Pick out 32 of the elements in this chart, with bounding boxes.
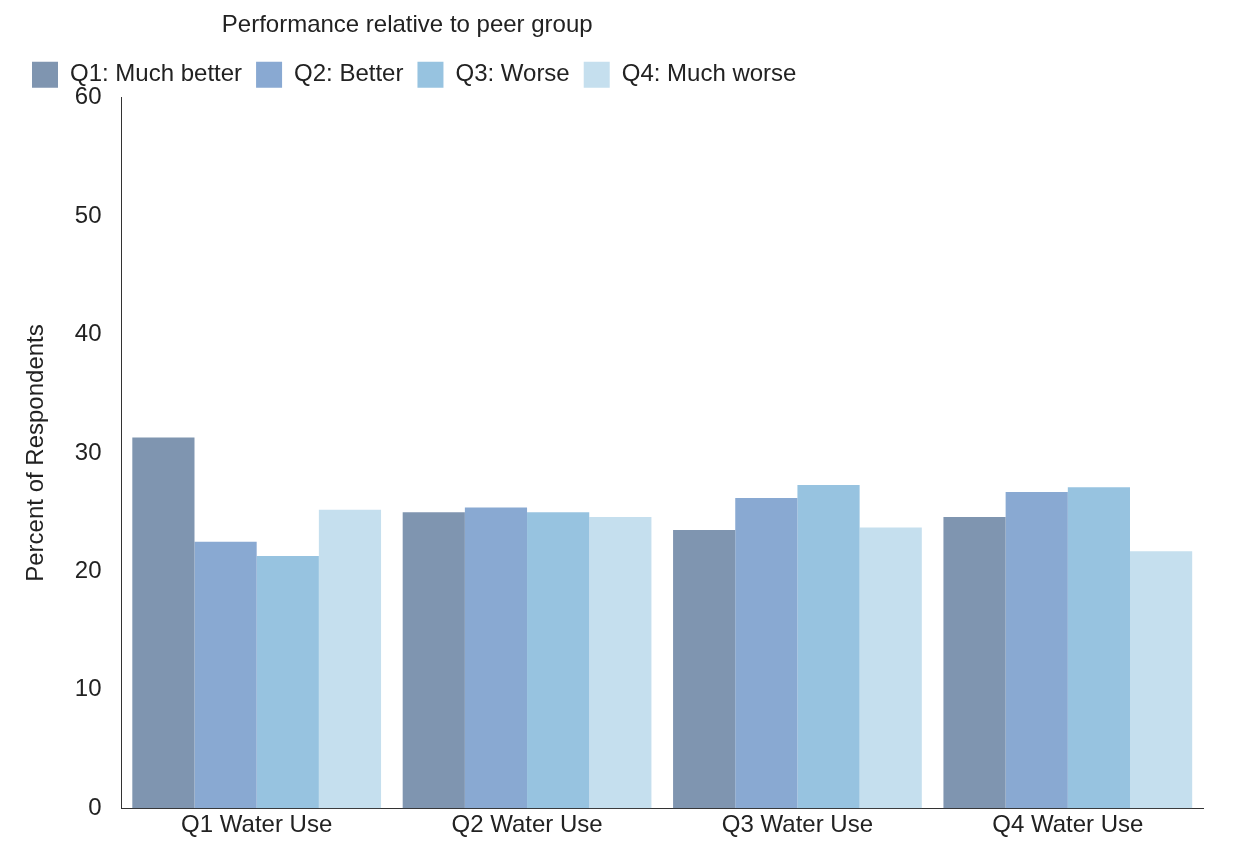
x-tick-label: Q4 Water Use [992, 810, 1144, 838]
legend-label: Q2: Better [294, 59, 404, 87]
bar [1130, 551, 1193, 809]
bar [943, 516, 1006, 809]
bar [132, 437, 195, 809]
legend-label: Q4: Much worse [621, 59, 797, 87]
bar [318, 509, 382, 809]
bar [673, 529, 736, 809]
x-tick-label: Q1 Water Use [181, 810, 333, 838]
y-tick-label: 50 [74, 200, 102, 228]
y-tick-label: 0 [88, 792, 102, 820]
bar [735, 497, 798, 809]
bar [1067, 487, 1130, 809]
bar [1005, 492, 1068, 809]
bar [797, 484, 860, 809]
bar [402, 512, 465, 809]
x-tick-label: Q2 Water Use [451, 810, 603, 838]
y-tick-label: 20 [74, 556, 102, 584]
y-tick-label: 30 [74, 437, 102, 465]
legend-title: Performance relative to peer group [221, 9, 593, 37]
legend-label: Q3: Worse [455, 59, 570, 87]
bar [464, 507, 528, 809]
y-tick-label: 10 [74, 674, 102, 702]
y-tick-label: 40 [74, 319, 102, 347]
bar [194, 541, 257, 809]
bar [589, 516, 652, 809]
legend-label: Q1: Much better [70, 59, 243, 87]
x-tick-label: Q3 Water Use [721, 810, 874, 838]
bar [859, 527, 922, 809]
bar [527, 512, 590, 809]
y-axis-title: Percent of Respondents [21, 324, 49, 582]
bar [256, 556, 319, 809]
